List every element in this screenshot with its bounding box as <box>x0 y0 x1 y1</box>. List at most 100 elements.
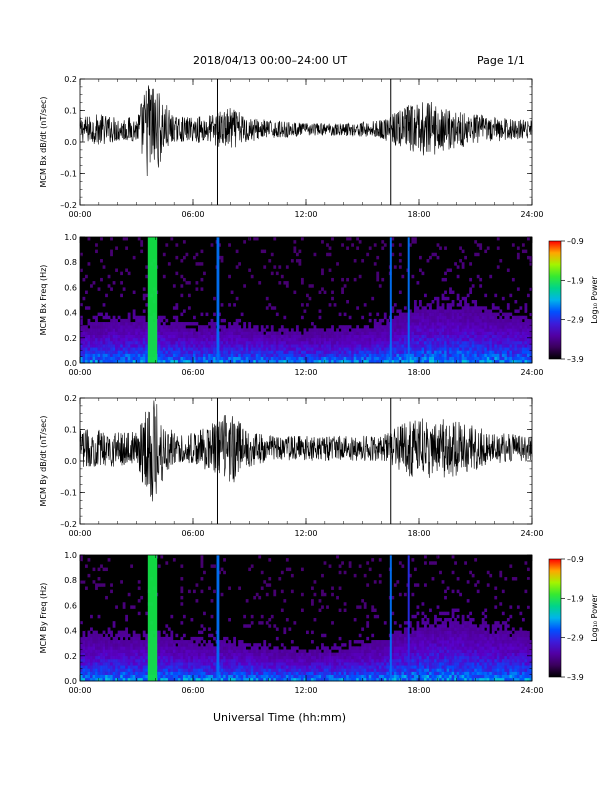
heatmap-cell <box>80 652 83 657</box>
heatmap-cell <box>132 665 136 669</box>
heatmap-cell <box>137 334 141 339</box>
heatmap-cell <box>275 677 279 682</box>
heatmap-cell <box>162 350 166 354</box>
heatmap-cell <box>140 318 144 323</box>
heatmap-cell <box>180 359 184 364</box>
heatmap-cell <box>421 309 425 313</box>
heatmap-cell <box>135 646 139 650</box>
heatmap-cell <box>511 243 515 247</box>
heatmap-cell <box>135 344 139 348</box>
heatmap-cell <box>333 677 337 682</box>
heatmap-cell <box>253 350 257 354</box>
heatmap-cell <box>446 359 450 364</box>
heatmap-cell <box>122 674 126 679</box>
heatmap-cell <box>200 652 204 657</box>
heatmap-cell <box>230 331 234 335</box>
heatmap-cell <box>348 344 352 348</box>
heatmap-cell <box>112 359 116 364</box>
heatmap-cell <box>177 658 181 663</box>
heatmap-cell <box>398 252 402 257</box>
heatmap-cell <box>92 322 96 326</box>
heatmap-cell <box>127 649 131 653</box>
heatmap-cell <box>90 353 93 357</box>
heatmap-cell <box>175 303 179 307</box>
heatmap-cell <box>391 243 395 247</box>
heatmap-cell <box>85 671 88 675</box>
heatmap-cell <box>348 325 352 329</box>
heatmap-cell <box>321 589 324 594</box>
heatmap-cell <box>110 318 113 323</box>
heatmap-cell <box>298 331 302 335</box>
heatmap-cell <box>461 318 465 323</box>
heatmap-cell <box>363 328 367 332</box>
y-tick-label: 0.2 <box>64 394 77 403</box>
heatmap-cell <box>238 643 242 647</box>
heatmap-cell <box>424 309 427 313</box>
heatmap-cell <box>105 662 108 666</box>
heatmap-cell <box>270 328 274 332</box>
heatmap-cell <box>511 353 515 357</box>
heatmap-cell <box>283 337 287 342</box>
heatmap-cell <box>213 652 216 657</box>
heatmap-cell <box>248 353 252 357</box>
heatmap-cell <box>336 655 339 660</box>
heatmap-cell <box>85 662 88 666</box>
heatmap-cell <box>459 300 462 304</box>
heatmap-cell <box>358 240 362 244</box>
heatmap-cell <box>489 347 493 351</box>
heatmap-cell <box>378 658 382 663</box>
heatmap-cell <box>223 655 226 660</box>
heatmap-cell <box>411 334 415 339</box>
heatmap-cell <box>456 331 460 335</box>
heatmap-cell <box>303 668 307 672</box>
heatmap-cell <box>142 344 146 348</box>
heatmap-cell <box>501 322 505 326</box>
heatmap-cell <box>85 652 88 657</box>
heatmap-cell <box>177 350 181 354</box>
heatmap-cell <box>368 668 372 672</box>
heatmap-cell <box>378 655 382 660</box>
heatmap-cell <box>419 359 422 364</box>
heatmap-cell <box>295 331 299 335</box>
heatmap-cell <box>361 655 365 660</box>
heatmap-cell <box>273 652 277 657</box>
heatmap-cell <box>220 658 224 663</box>
heatmap-cell <box>436 340 440 345</box>
heatmap-cell <box>506 359 510 364</box>
heatmap-cell <box>167 262 171 266</box>
heatmap-cell <box>117 353 121 357</box>
heatmap-cell <box>481 347 485 351</box>
heatmap-cell <box>190 328 194 332</box>
heatmap-cell <box>132 646 136 650</box>
heatmap-cell <box>464 306 468 310</box>
heatmap-cell <box>436 353 440 357</box>
heatmap-cell <box>260 353 264 357</box>
heatmap-cell <box>273 662 277 666</box>
heatmap-cell <box>193 255 196 260</box>
heatmap-cell <box>436 331 440 335</box>
heatmap-cell <box>110 347 113 351</box>
heatmap-cell <box>456 322 460 326</box>
heatmap-cell <box>516 334 520 339</box>
heatmap-cell <box>203 350 206 354</box>
heatmap-cell <box>524 337 528 342</box>
heatmap-cell <box>509 293 513 298</box>
heatmap-cell <box>504 347 508 351</box>
heatmap-cell <box>95 583 98 587</box>
heatmap-cell <box>218 312 221 317</box>
heatmap-cell <box>449 356 452 361</box>
heatmap-cell <box>193 671 196 675</box>
heatmap-cell <box>253 331 257 335</box>
heatmap-cell <box>228 668 231 672</box>
heatmap-cell <box>90 674 93 679</box>
heatmap-cell <box>275 334 279 339</box>
heatmap-cell <box>494 359 498 364</box>
heatmap-cell <box>235 655 239 660</box>
heatmap-cell <box>97 350 101 354</box>
heatmap-cell <box>205 674 209 679</box>
heatmap-cell <box>401 347 405 351</box>
heatmap-cell <box>225 328 229 332</box>
heatmap-cell <box>496 265 500 269</box>
heatmap-cell <box>466 322 470 326</box>
heatmap-cell <box>348 677 352 682</box>
